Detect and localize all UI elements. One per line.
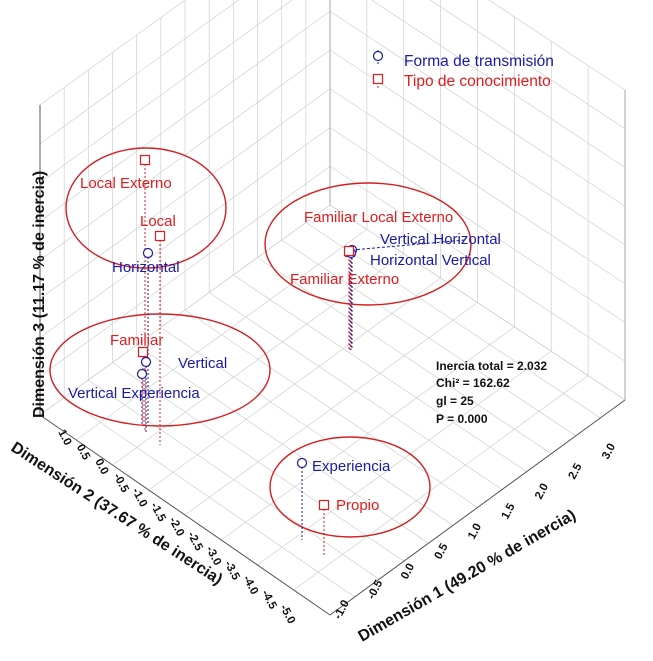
legend: Forma de transmisión Tipo de conocimient… — [372, 50, 554, 90]
y-tick-label: -3.5 — [222, 559, 242, 583]
y-tick-label: -1.5 — [148, 501, 168, 525]
point-marker-circle — [140, 356, 152, 368]
point-marker-square — [318, 499, 330, 511]
point-label: Familiar Externo — [290, 271, 399, 288]
y-tick-label: 1.0 — [55, 428, 73, 448]
x-tick-label: 1.0 — [466, 522, 484, 542]
legend-circle-icon — [372, 50, 384, 62]
point-marker-square — [137, 346, 149, 358]
stats-box: Inercia total = 2.032 Chi² = 162.62 gl =… — [436, 359, 547, 426]
point-label: Vertical Horizontal — [380, 231, 501, 248]
x-tick-label: 1.5 — [500, 501, 518, 521]
y-tick-label: 0.5 — [74, 442, 92, 462]
wall-gridline — [488, 0, 626, 91]
group-ellipse-0 — [65, 147, 227, 269]
x-tick-label: 0.5 — [433, 541, 451, 561]
floor-gridline — [184, 302, 478, 516]
x-tick-label: 2.5 — [567, 461, 585, 481]
point-marker-circle — [296, 457, 308, 469]
point-label: Propio — [336, 497, 379, 514]
point-label: Experiencia — [312, 458, 391, 475]
y-tick-label: -5.0 — [277, 603, 297, 626]
wall-gridline — [329, 88, 626, 285]
wall-gridline — [39, 0, 186, 106]
wall-gridline — [39, 127, 331, 338]
point-label: Local — [140, 213, 176, 230]
stat-p: P = 0.000 — [436, 412, 488, 426]
point-label: Vertical — [178, 355, 227, 372]
wall-gridline — [329, 204, 626, 401]
x-axis-title: Dimensión 1 (49.20 % de inercia) — [356, 507, 579, 646]
wall-gridline — [329, 10, 626, 207]
y-tick-label: -4.0 — [240, 574, 260, 597]
group-ellipse-1 — [264, 182, 472, 306]
cluster-connector — [351, 239, 466, 251]
wall-gridline — [39, 10, 331, 222]
x-tick-label: 0.0 — [399, 562, 417, 582]
legend-square-icon — [372, 73, 384, 85]
wall-gridline — [370, 0, 626, 168]
floor-gridline — [221, 326, 515, 541]
point-labels: Local Externo Local Horizontal Familiar Vert… — [68, 175, 501, 514]
stat-chi: Chi² = 162.62 — [436, 376, 510, 390]
legend-label-forma: Forma de transmisión — [404, 53, 554, 70]
wall-gridline — [329, 127, 626, 323]
point-label: Vertical Experiencia — [68, 385, 200, 402]
floor-edge — [39, 414, 331, 616]
floor-gridline — [112, 253, 404, 466]
x-tick-label: 2.0 — [533, 482, 551, 502]
wall-gridline — [329, 165, 626, 362]
point-label: Familiar — [110, 332, 163, 349]
point-marker-square — [139, 154, 151, 166]
y-tick-label: -2.0 — [166, 515, 186, 538]
point-label: Horizontal — [112, 259, 180, 276]
point-label: Local Externo — [80, 175, 172, 192]
point-markers — [136, 154, 358, 511]
point-label: Familiar Local Externo — [304, 209, 453, 226]
point-marker-square — [343, 245, 355, 257]
z-axis-title: Dimensión 3 (11.17 % de inercia) — [31, 171, 48, 418]
wall-gridline — [429, 0, 626, 130]
wall-gridline — [39, 0, 293, 183]
wall-gridline — [39, 88, 331, 300]
y-tick-label: 0.0 — [92, 457, 110, 477]
wall-gridline — [39, 165, 331, 377]
y-tick-label: -1.0 — [129, 486, 149, 509]
drop-lines — [141, 160, 466, 555]
wall-gridline — [39, 204, 331, 416]
x-tick-label: -0.5 — [366, 578, 386, 602]
wall-gridline — [39, 0, 240, 145]
stat-gl: gl = 25 — [436, 394, 474, 408]
point-marker-circle — [142, 247, 154, 259]
point-label: Horizontal Vertical — [370, 252, 491, 269]
floor-gridline — [293, 375, 589, 591]
y-tick-label: -0.5 — [111, 472, 131, 496]
floor-gridline — [76, 229, 368, 441]
y-tick-label: -4.5 — [259, 588, 279, 612]
floor-gridline — [148, 277, 441, 491]
group-ellipse-3 — [269, 436, 431, 538]
x-tick-label: 3.0 — [600, 442, 618, 462]
point-marker-circle — [136, 368, 148, 380]
floor-edge — [329, 399, 626, 616]
point-marker-square — [154, 230, 166, 242]
y-axis-title: Dimensión 2 (37.67 % de inercia) — [8, 439, 225, 588]
stat-inercia: Inercia total = 2.032 — [436, 359, 547, 373]
legend-label-tipo: Tipo de conocimiento — [404, 73, 551, 90]
